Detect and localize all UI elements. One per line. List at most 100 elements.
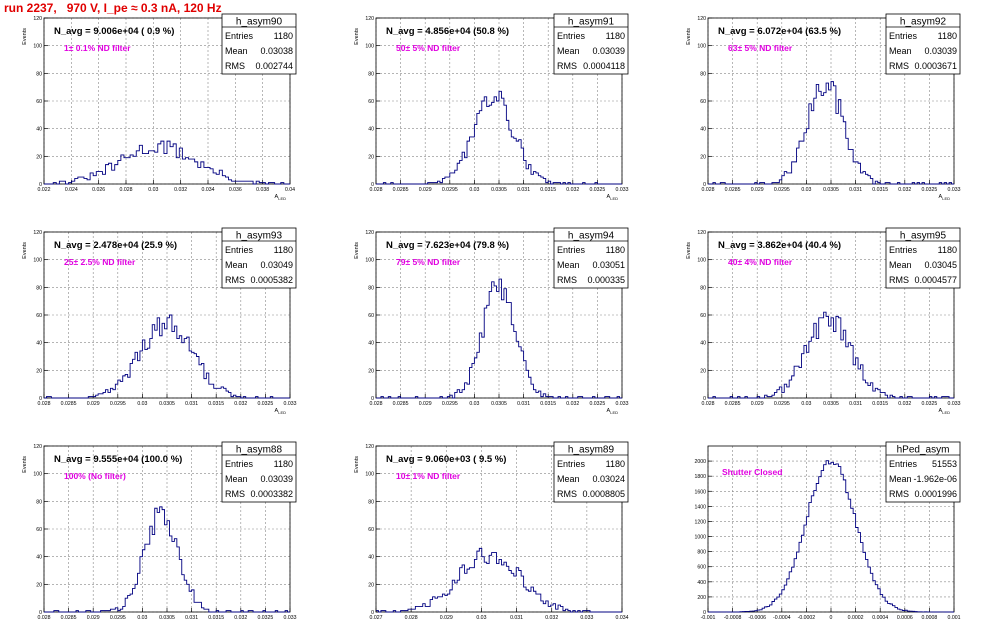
x-tick-label: 0.029	[87, 401, 100, 407]
y-tick-label: 40	[368, 341, 374, 347]
stat-value: -1.962e-06	[913, 474, 957, 484]
plot-frame	[707, 445, 955, 613]
x-tick-label: -0.0002	[798, 615, 816, 621]
stat-value: 0.0001996	[914, 489, 957, 499]
x-tick-label: 0.0325	[589, 187, 605, 193]
y-tick-label: 80	[36, 499, 42, 505]
histogram-panel-hPed_asym: -0.001 -0.0008 -0.0006 -0.0004 -0.0002 0 0.000…	[694, 441, 961, 621]
y-tick-label: 80	[700, 71, 706, 77]
stat-label: Entries	[889, 245, 918, 255]
histogram-line	[708, 311, 954, 399]
x-tick-label: 0.0295	[442, 401, 458, 407]
stat-label: Entries	[225, 31, 254, 41]
x-tick-label: 0.032	[898, 401, 911, 407]
filter-note: 40± 4% ND filter	[728, 257, 793, 267]
y-tick-label: 100	[33, 258, 42, 264]
stat-value: 0.000335	[587, 275, 625, 285]
y-tick-label: 20	[368, 582, 374, 588]
x-tick-label: 0.024	[65, 187, 78, 193]
stats-box: h_asym90 Entries 1180 Mean 0.03038 RMS 0.00274…	[221, 13, 297, 75]
x-tick-label: 0.03	[137, 401, 147, 407]
x-tick-label: 0.0285	[725, 187, 741, 193]
filter-note: 63± 5% ND filter	[728, 43, 793, 53]
stat-value: 0.03039	[260, 474, 293, 484]
n-avg-label: N_avg = 9.555e+04 (100.0 %)	[54, 454, 182, 465]
y-tick-label: 0	[703, 610, 706, 616]
plot-frame	[375, 17, 623, 185]
y-tick-label: 60	[36, 527, 42, 533]
y-tick-label: 40	[700, 127, 706, 133]
y-tick-label: 0	[371, 182, 374, 188]
plot-frame	[43, 231, 291, 399]
stat-value: 0.0004577	[914, 275, 957, 285]
stats-box: hPed_asym Entries 51553 Mean -1.962e-06 RMS 0.…	[885, 441, 961, 503]
y-tick-label: 200	[697, 595, 706, 601]
histogram-panel-h_asym90: 0.022 0.024 0.026 0.028 0.03 0.032 0.034 0.036 0…	[22, 13, 297, 201]
y-tick-label: 60	[368, 527, 374, 533]
stat-value: 0.0003382	[250, 489, 293, 499]
x-tick-label: 0.028	[38, 401, 51, 407]
y-tick-label: 40	[36, 127, 42, 133]
x-tick-label: 0.029	[87, 615, 100, 621]
x-tick-label: 0.029	[419, 401, 432, 407]
y-tick-label: 20	[700, 368, 706, 374]
stat-value: 0.03024	[592, 474, 625, 484]
stats-box: h_asym93 Entries 1180 Mean 0.03049 RMS 0.00053…	[221, 227, 297, 289]
y-tick-label: 100	[365, 258, 374, 264]
histogram-line	[376, 90, 622, 185]
histogram-name: h_asym93	[236, 231, 283, 242]
x-tick-label: 0.0315	[208, 401, 224, 407]
y-tick-label: 0	[39, 396, 42, 402]
x-tick-label: 0.0305	[823, 187, 839, 193]
x-tick-label: 0.0295	[774, 187, 790, 193]
y-tick-label: 120	[365, 16, 374, 22]
histogram-line	[708, 81, 954, 185]
stat-value: 1180	[606, 31, 625, 41]
y-tick-label: 600	[697, 565, 706, 571]
stat-value: 1180	[938, 245, 957, 255]
stat-value: 0.002744	[255, 61, 293, 71]
stats-box-frame	[221, 227, 297, 289]
y-tick-label: 80	[700, 285, 706, 291]
x-tick-label: 0.0305	[159, 615, 175, 621]
stat-label: Mean	[557, 260, 580, 270]
x-tick-label: 0.033	[284, 401, 297, 407]
x-tick-label: 0.033	[580, 615, 593, 621]
plot-frame	[375, 231, 623, 399]
stats-box-frame	[885, 227, 961, 289]
y-tick-label: 0	[371, 610, 374, 616]
x-tick-label: 0.036	[229, 187, 242, 193]
stat-value: 0.03039	[924, 46, 957, 56]
x-tick-label: 0.028	[120, 187, 133, 193]
x-tick-label: 0.032	[174, 187, 187, 193]
x-tick-label: 0.0285	[61, 401, 77, 407]
n-avg-label: N_avg = 4.856e+04 (50.8 %)	[386, 26, 509, 37]
stat-label: RMS	[225, 489, 245, 499]
y-tick-label: 400	[697, 580, 706, 586]
stat-label: RMS	[557, 61, 577, 71]
x-tick-label: 0.032	[898, 187, 911, 193]
x-tick-label: 0.028	[702, 187, 715, 193]
filter-note: 79± 5% ND filter	[396, 257, 461, 267]
stat-label: Entries	[557, 459, 586, 469]
y-tick-label: 80	[368, 285, 374, 291]
x-axis-label: ALED	[939, 408, 951, 415]
stats-box: h_asym92 Entries 1180 Mean 0.03039 RMS 0.00036…	[885, 13, 961, 75]
y-axis-label: Events	[686, 242, 692, 259]
histogram-line	[708, 460, 954, 613]
stat-value: 0.0003671	[914, 61, 957, 71]
y-tick-label: 20	[700, 154, 706, 160]
stat-label: RMS	[889, 275, 909, 285]
stats-box-frame	[885, 13, 961, 75]
stat-label: RMS	[557, 275, 577, 285]
y-tick-label: 120	[365, 444, 374, 450]
plot-frame	[707, 17, 955, 185]
stat-value: 0.0005382	[250, 275, 293, 285]
y-tick-label: 1000	[694, 535, 706, 541]
y-tick-label: 80	[36, 71, 42, 77]
stat-label: Mean	[225, 46, 248, 56]
n-avg-label: N_avg = 9.060e+03 ( 9.5 %)	[386, 454, 506, 465]
filter-note: Shutter Closed	[722, 467, 782, 477]
n-avg-label: N_avg = 9.006e+04 ( 0.9 %)	[54, 26, 174, 37]
x-tick-label: 0.032	[234, 615, 247, 621]
